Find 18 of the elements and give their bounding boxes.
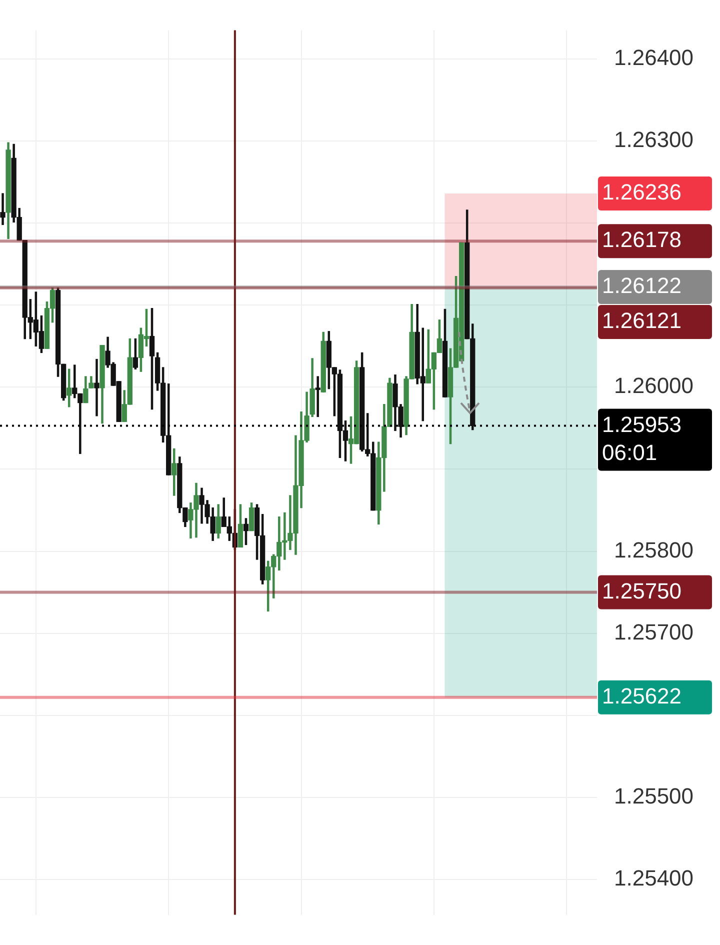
y-tick-label: 1.25500	[614, 784, 694, 809]
ref-line-label: 1.25750	[602, 578, 682, 604]
band-label: 1.25622	[602, 683, 682, 708]
ref-line-label: 1.25953	[602, 412, 682, 437]
y-tick-label: 1.26000	[614, 373, 694, 398]
y-tick-label: 1.25400	[614, 866, 694, 891]
ref-line-label: 1.26121	[602, 308, 682, 334]
band-label: 1.26236	[602, 180, 682, 205]
y-tick-label: 1.26300	[614, 127, 694, 152]
candlestick	[94, 358, 100, 416]
y-tick-label: 1.25800	[614, 537, 694, 562]
ref-line-label: 1.26122	[602, 273, 682, 298]
text: 06:01	[602, 440, 658, 465]
candlestick	[315, 376, 320, 418]
y-tick-label: 1.26400	[614, 44, 694, 70]
ref-line-label: 1.26178	[602, 227, 682, 252]
candlestick	[0, 193, 6, 226]
y-tick-label: 1.25700	[614, 619, 694, 644]
